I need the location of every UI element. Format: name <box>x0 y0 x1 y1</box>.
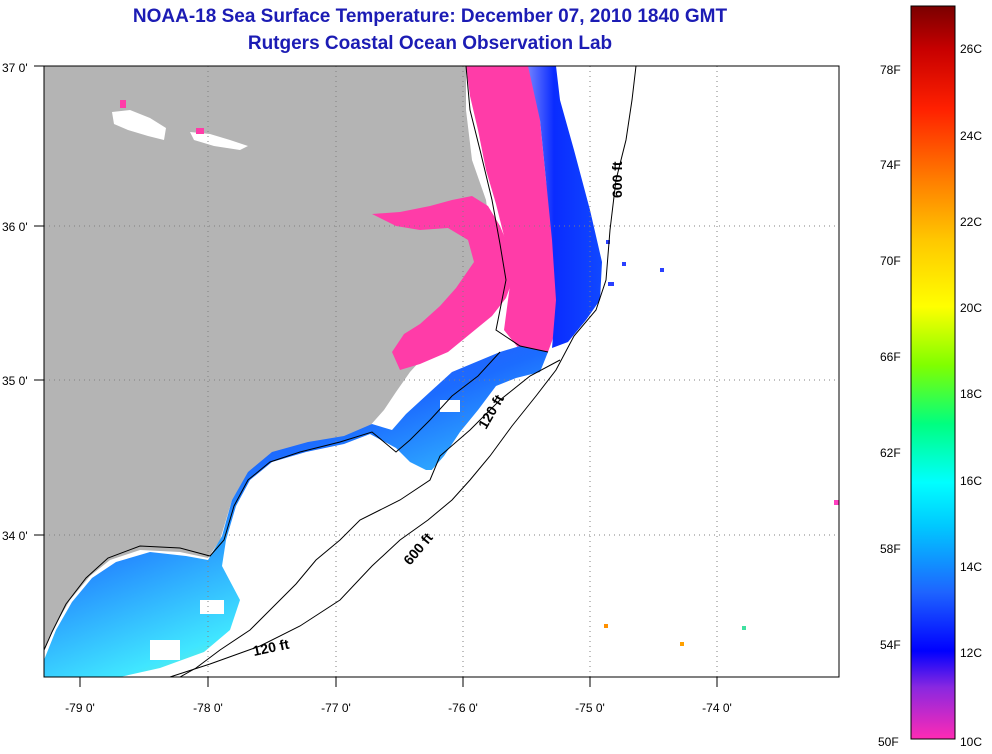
colorbar-f-label: 58F <box>880 542 901 556</box>
colorbar-f-label: 62F <box>880 446 901 460</box>
lon-label: -77 0' <box>321 701 351 715</box>
isobath-120ft <box>179 359 561 677</box>
colorbar-f-label: 70F <box>880 254 901 268</box>
coastline <box>44 66 549 651</box>
offshore-speckles <box>606 240 664 286</box>
colorbar-f-label: 50F <box>878 735 899 749</box>
inland-lake <box>112 110 166 140</box>
colorbar-f-label: 54F <box>880 638 901 652</box>
colorbar-c-label: 26C <box>960 42 982 56</box>
lat-label: 37 0' <box>2 61 28 75</box>
colorbar-c-label: 10C <box>960 735 982 749</box>
inland-lake <box>190 132 248 150</box>
colorbar-c-label: 20C <box>960 301 982 315</box>
colorbar-c-label: 24C <box>960 129 982 143</box>
north-coastal-water <box>466 66 556 352</box>
warm-pixel <box>742 626 746 630</box>
warm-pixel <box>834 500 839 505</box>
lake-pink <box>196 128 204 134</box>
colorbar-f-labels: 78F 74F 70F 66F 62F 58F 54F 50F <box>878 63 901 749</box>
map-ticks <box>34 65 718 687</box>
isobath-600ft <box>169 66 637 677</box>
colorbar-c-label: 18C <box>960 387 982 401</box>
colorbar-f-label: 78F <box>880 63 901 77</box>
lat-label: 36 0' <box>2 220 28 234</box>
southern-bay-water <box>44 346 548 677</box>
isobath-label: 120 ft <box>251 636 290 659</box>
colorbar-c-label: 22C <box>960 215 982 229</box>
north-shelf-water <box>528 66 602 348</box>
lon-label: -74 0' <box>702 701 732 715</box>
colorbar-f-label: 74F <box>880 158 901 172</box>
lon-label: -76 0' <box>448 701 478 715</box>
graticule <box>44 66 839 677</box>
colorbar-c-label: 16C <box>960 474 982 488</box>
map-subtitle: Rutgers Coastal Ocean Observation Lab <box>247 33 613 54</box>
lake-pink <box>120 100 126 108</box>
map-title: NOAA-18 Sea Surface Temperature: Decembe… <box>132 6 728 27</box>
colorbar <box>910 5 956 740</box>
lon-label: -79 0' <box>65 701 95 715</box>
pamlico-sound <box>372 196 514 370</box>
map-border <box>43 65 840 678</box>
warm-pixel <box>604 624 608 628</box>
lat-label: 35 0' <box>2 374 28 388</box>
lon-label: -75 0' <box>575 701 605 715</box>
colorbar-c-label: 12C <box>960 646 982 660</box>
colorbar-c-labels: 26C 24C 22C 20C 18C 16C 14C 12C 10C <box>960 42 982 749</box>
lat-label: 34 0' <box>2 529 28 543</box>
map-layers <box>44 66 839 677</box>
cloud-speckles <box>150 400 460 660</box>
colorbar-f-label: 66F <box>880 350 901 364</box>
land-mass <box>44 66 500 650</box>
isobath-label: 600 ft <box>609 161 625 198</box>
colorbar-c-label: 14C <box>960 560 982 574</box>
lon-label: -78 0' <box>193 701 223 715</box>
warm-pixel <box>680 642 684 646</box>
